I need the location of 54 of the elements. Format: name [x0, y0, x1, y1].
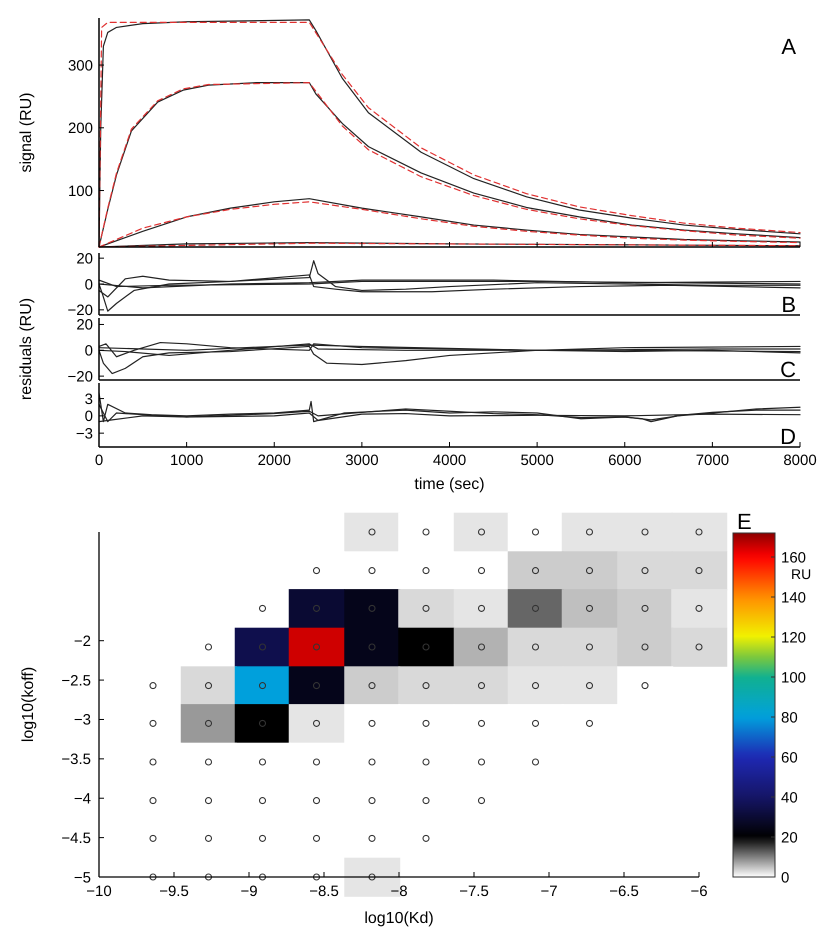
y-tick-label: −2 — [74, 632, 91, 650]
x-axis-title: log10(Kd) — [364, 910, 434, 927]
y-axis-title: log10(koff) — [20, 666, 37, 742]
color-bar-label: 20 — [781, 829, 798, 846]
text: E — [737, 509, 752, 534]
annotation: B — [781, 292, 796, 317]
annotation: D — [780, 424, 796, 449]
x-tick-label: 4000 — [432, 452, 466, 469]
x-tick-label: 3000 — [345, 452, 379, 469]
color-bar-label: 160 — [781, 549, 806, 566]
y-tick-label: −20 — [68, 368, 93, 386]
color-bar-label: 60 — [781, 749, 798, 766]
color-bar-label: 0 — [781, 869, 790, 886]
y-axis-title: signal (RU) — [18, 92, 35, 173]
x-axis-title: time (sec) — [414, 476, 485, 493]
color-bar-title: RU — [791, 566, 812, 582]
x-tick-label: 7000 — [696, 452, 730, 469]
y-tick-label: −3 — [74, 712, 91, 729]
x-tick-label: 6000 — [608, 452, 642, 469]
y-axis-title: residuals (RU) — [18, 298, 35, 400]
annotation: A — [781, 34, 796, 59]
y-tick-label: −4 — [74, 790, 91, 808]
y-tick-label: 0 — [84, 342, 93, 360]
x-tick-label: 8000 — [783, 452, 817, 469]
y-tick-label: −2.5 — [61, 672, 91, 690]
x-tick-label: 1000 — [170, 452, 204, 469]
x-tick-label: −6.5 — [609, 883, 639, 900]
color-bar-label: 140 — [781, 589, 806, 606]
color-bar-label: 40 — [781, 789, 798, 806]
y-tick-label: 20 — [76, 250, 93, 268]
y-tick-label: −3.5 — [61, 751, 91, 768]
x-tick-label: 2000 — [258, 452, 291, 469]
x-tick-label: −9 — [240, 883, 258, 900]
y-tick-label: 300 — [68, 57, 93, 74]
x-tick-label: −8 — [390, 883, 408, 900]
y-tick-label: 100 — [68, 182, 93, 200]
y-tick-label: 0 — [84, 276, 93, 294]
y-tick-label: 200 — [68, 120, 93, 138]
color-bar-label: 120 — [781, 629, 806, 646]
x-tick-label: −9.5 — [159, 883, 189, 900]
y-tick-label: −20 — [68, 302, 93, 320]
y-tick-label: −3 — [76, 425, 93, 442]
y-tick-label: 20 — [76, 316, 93, 334]
y-tick-label: 3 — [84, 390, 93, 408]
x-tick-label: −7.5 — [459, 883, 489, 900]
x-tick-label: −6 — [690, 883, 708, 900]
annotation: C — [780, 357, 796, 382]
x-tick-label: −8.5 — [309, 883, 339, 900]
color-bar-label: 80 — [781, 709, 798, 726]
color-bar-label: 100 — [781, 669, 806, 686]
x-tick-label: −7 — [540, 883, 558, 900]
y-tick-label: −4.5 — [61, 830, 91, 847]
y-tick-label: 0 — [84, 408, 93, 426]
x-tick-label: 5000 — [520, 452, 554, 469]
